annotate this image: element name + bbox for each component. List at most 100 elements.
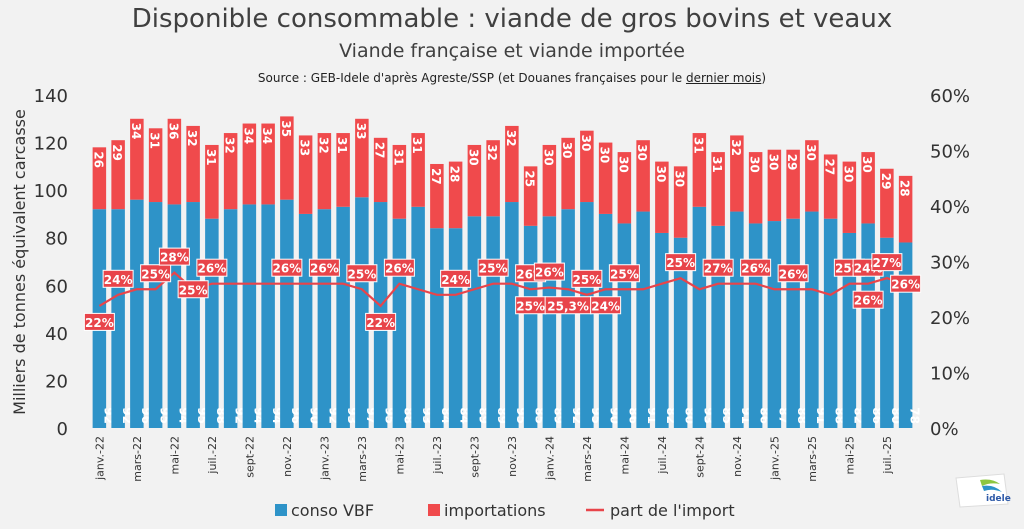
bar-conso <box>336 206 350 428</box>
import-value-label: 30 <box>804 144 818 161</box>
y2-tick-label: 0% <box>930 419 959 440</box>
x-tick-label: janv.-24 <box>543 436 556 481</box>
bar-import <box>880 168 894 238</box>
x-tick-label: sept-23 <box>468 436 481 478</box>
share-label: 26% <box>273 262 302 276</box>
share-label: 25% <box>666 256 695 270</box>
bar-import <box>336 133 350 207</box>
x-tick-label: mars-22 <box>131 436 144 482</box>
bar-conso <box>748 223 763 428</box>
legend-import-label: importations <box>444 501 546 520</box>
bar-conso <box>430 228 444 428</box>
import-value-label: 28 <box>448 166 462 183</box>
legend-share-label: part de l'import <box>610 501 735 520</box>
bar-conso <box>823 218 838 428</box>
share-label-box <box>533 262 565 281</box>
y-tick-label: 120 <box>34 134 68 155</box>
import-value-label: 30 <box>841 166 855 183</box>
bar-import <box>861 152 875 224</box>
import-value-label: 32 <box>223 137 237 154</box>
bar-conso <box>711 225 725 428</box>
x-tick-label: nov.-23 <box>506 436 519 477</box>
share-label-box <box>365 312 397 331</box>
bar-import <box>542 144 557 217</box>
bar-conso <box>355 197 369 428</box>
bar-import <box>392 144 407 219</box>
y-tick-label: 80 <box>45 229 68 250</box>
y-axis-title: Milliers de tonnes équivalent carcasse <box>10 109 29 415</box>
share-label: 27% <box>704 262 733 276</box>
bar-conso <box>636 211 650 428</box>
bar-conso <box>486 216 500 428</box>
legend-conso-swatch <box>275 504 287 516</box>
bar-conso <box>786 218 800 428</box>
share-label-box <box>196 258 228 277</box>
bar-conso <box>598 213 613 428</box>
bar-conso <box>673 237 688 428</box>
share-label: 22% <box>366 316 395 330</box>
bar-import <box>111 140 125 210</box>
import-value-label: 36 <box>166 123 180 140</box>
share-label: 26% <box>535 266 564 280</box>
import-value-label: 29 <box>785 154 799 171</box>
y-tick-label: 20 <box>45 371 68 392</box>
bar-import <box>148 128 163 203</box>
bar-import <box>823 154 838 219</box>
bar-conso <box>148 202 163 428</box>
bar-import <box>655 161 669 233</box>
share-label-box <box>140 264 172 283</box>
chart-subtitle: Viande française et viande importée <box>339 40 685 62</box>
import-value-label: 28 <box>898 180 912 197</box>
x-tick-label: juil.-22 <box>206 436 219 475</box>
share-label: 26% <box>310 262 339 276</box>
import-value-label: 30 <box>598 147 612 164</box>
bar-conso <box>523 225 538 428</box>
bar-import <box>748 152 763 224</box>
x-tick-label: mars-23 <box>356 436 369 482</box>
import-value-label: 29 <box>110 144 124 161</box>
import-value-label: 30 <box>466 149 480 166</box>
share-label-box <box>665 253 697 272</box>
bar-conso <box>542 216 557 428</box>
share-label: 25% <box>479 262 508 276</box>
import-value-label: 31 <box>691 137 705 154</box>
import-value-label: 30 <box>673 170 687 187</box>
share-label: 26% <box>741 262 770 276</box>
share-label: 25% <box>179 283 208 297</box>
share-label-box <box>177 280 209 299</box>
share-label-box <box>308 258 340 277</box>
import-value-label: 30 <box>654 166 668 183</box>
import-value-label: 31 <box>204 149 218 166</box>
share-label-box <box>477 258 509 277</box>
share-label-box <box>871 253 903 272</box>
idele-logo: idele <box>955 473 1011 508</box>
x-tick-label: nov.-24 <box>731 436 744 477</box>
bar-conso <box>167 204 182 428</box>
import-value-label: 32 <box>504 130 518 147</box>
x-tick-label: janv.-22 <box>93 436 106 481</box>
bar-conso <box>205 218 219 428</box>
legend-conso-label: conso VBF <box>291 501 374 520</box>
x-tick-label: mars-24 <box>581 436 594 482</box>
bar-conso <box>280 199 294 428</box>
bar-import <box>430 163 444 229</box>
bar-import <box>186 125 200 203</box>
bar-conso <box>448 228 463 428</box>
conso-value-label: 78 <box>908 407 922 424</box>
x-tick-label: janv.-25 <box>768 436 781 481</box>
share-label-box <box>740 258 772 277</box>
source-note: Source : GEB-Idele d'après Agreste/SSP (… <box>0 71 1024 85</box>
bar-import <box>805 140 819 212</box>
import-value-label: 31 <box>148 132 162 149</box>
share-label-box <box>890 274 922 293</box>
bar-import <box>92 147 107 210</box>
import-value-label: 34 <box>260 128 274 145</box>
y2-tick-label: 30% <box>930 253 970 274</box>
x-tick-label: mars-25 <box>806 436 819 482</box>
x-tick-label: juil.-25 <box>881 436 894 475</box>
bar-import <box>842 161 857 233</box>
share-label: 28% <box>160 251 189 265</box>
bar-conso <box>505 202 519 428</box>
share-label-box <box>271 258 303 277</box>
